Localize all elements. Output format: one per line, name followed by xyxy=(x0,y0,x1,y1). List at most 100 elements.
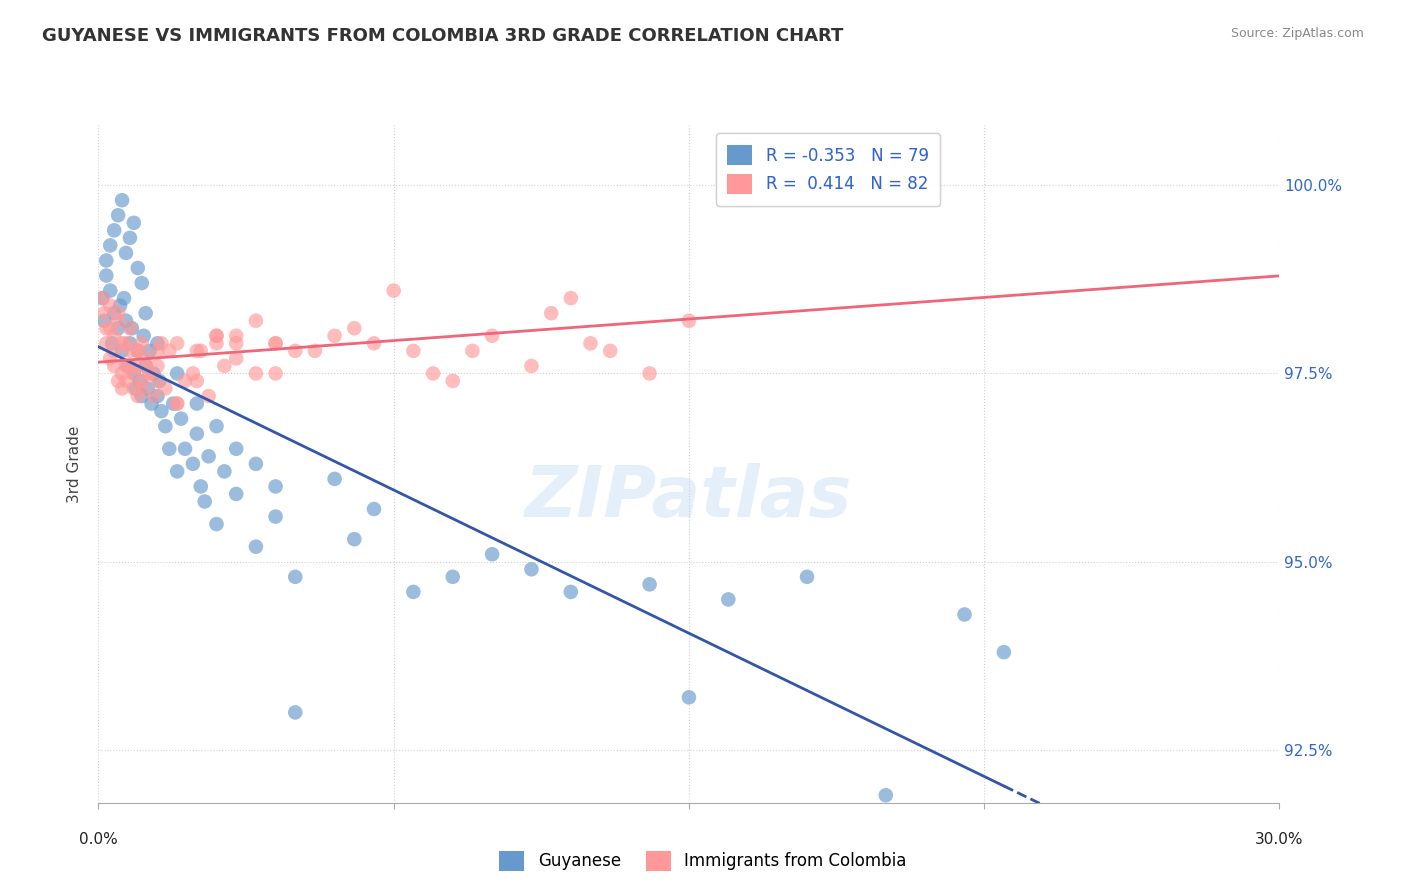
Point xyxy=(98,321,121,335)
Point xyxy=(127,343,149,358)
Point xyxy=(122,359,145,373)
Point xyxy=(101,336,124,351)
Point xyxy=(678,690,700,705)
Legend: R = -0.353   N = 79, R =  0.414   N = 82: R = -0.353 N = 79, R = 0.414 N = 82 xyxy=(716,133,941,205)
Point xyxy=(107,306,129,320)
Point xyxy=(115,336,138,351)
Point xyxy=(111,382,134,396)
Point xyxy=(111,336,134,351)
Point xyxy=(127,343,149,358)
Text: 30.0%: 30.0% xyxy=(1256,832,1303,847)
Point xyxy=(96,268,118,283)
Point xyxy=(98,238,121,252)
Point xyxy=(131,336,153,351)
Point xyxy=(98,299,121,313)
Point xyxy=(481,547,503,561)
Point xyxy=(402,585,425,599)
Point xyxy=(157,343,180,358)
Point xyxy=(363,336,385,351)
Point xyxy=(138,343,160,358)
Point xyxy=(481,328,503,343)
Point xyxy=(245,540,267,554)
Point xyxy=(157,442,180,456)
Text: Source: ZipAtlas.com: Source: ZipAtlas.com xyxy=(1230,27,1364,40)
Point xyxy=(132,328,155,343)
Point xyxy=(142,389,165,403)
Point xyxy=(170,411,193,425)
Point xyxy=(205,328,228,343)
Point xyxy=(284,570,307,584)
Point xyxy=(112,291,135,305)
Point xyxy=(174,374,197,388)
Point xyxy=(441,570,464,584)
Point xyxy=(122,216,145,230)
Point xyxy=(190,343,212,358)
Point xyxy=(115,314,138,328)
Point xyxy=(96,253,118,268)
Point xyxy=(117,359,139,373)
Point xyxy=(560,291,582,305)
Point xyxy=(91,291,114,305)
Text: 0.0%: 0.0% xyxy=(79,832,118,847)
Point xyxy=(166,396,188,410)
Point xyxy=(131,382,153,396)
Point xyxy=(127,389,149,403)
Point xyxy=(284,343,307,358)
Point xyxy=(127,260,149,275)
Point xyxy=(186,396,208,410)
Point xyxy=(135,359,157,373)
Point xyxy=(402,343,425,358)
Point xyxy=(135,306,157,320)
Point xyxy=(150,336,173,351)
Point xyxy=(225,487,247,501)
Point xyxy=(205,328,228,343)
Point xyxy=(264,367,287,381)
Point xyxy=(197,450,219,464)
Point xyxy=(264,336,287,351)
Point xyxy=(138,367,160,381)
Point xyxy=(135,359,157,373)
Point xyxy=(284,706,307,720)
Point xyxy=(796,570,818,584)
Point xyxy=(115,246,138,260)
Point xyxy=(264,509,287,524)
Point xyxy=(103,328,125,343)
Point xyxy=(148,374,170,388)
Point xyxy=(111,193,134,207)
Point xyxy=(131,374,153,388)
Legend: Guyanese, Immigrants from Colombia: Guyanese, Immigrants from Colombia xyxy=(491,842,915,880)
Point xyxy=(245,314,267,328)
Point xyxy=(131,276,153,290)
Point xyxy=(993,645,1015,659)
Point xyxy=(108,299,131,313)
Point xyxy=(162,396,184,410)
Point xyxy=(141,396,163,410)
Point xyxy=(96,321,118,335)
Point xyxy=(103,306,125,320)
Point xyxy=(461,343,484,358)
Point xyxy=(93,314,115,328)
Point xyxy=(382,284,405,298)
Point xyxy=(107,374,129,388)
Point xyxy=(245,457,267,471)
Point xyxy=(107,208,129,222)
Point xyxy=(121,321,143,335)
Point xyxy=(323,472,346,486)
Point xyxy=(953,607,976,622)
Point xyxy=(181,367,204,381)
Point xyxy=(181,457,204,471)
Point xyxy=(115,374,138,388)
Point xyxy=(128,374,150,388)
Point xyxy=(122,367,145,381)
Point xyxy=(560,585,582,599)
Point xyxy=(194,494,217,508)
Point xyxy=(225,328,247,343)
Point xyxy=(875,789,897,803)
Point xyxy=(599,343,621,358)
Point xyxy=(304,343,326,358)
Point xyxy=(98,284,121,298)
Point xyxy=(579,336,602,351)
Point xyxy=(186,343,208,358)
Point xyxy=(205,517,228,532)
Point xyxy=(225,442,247,456)
